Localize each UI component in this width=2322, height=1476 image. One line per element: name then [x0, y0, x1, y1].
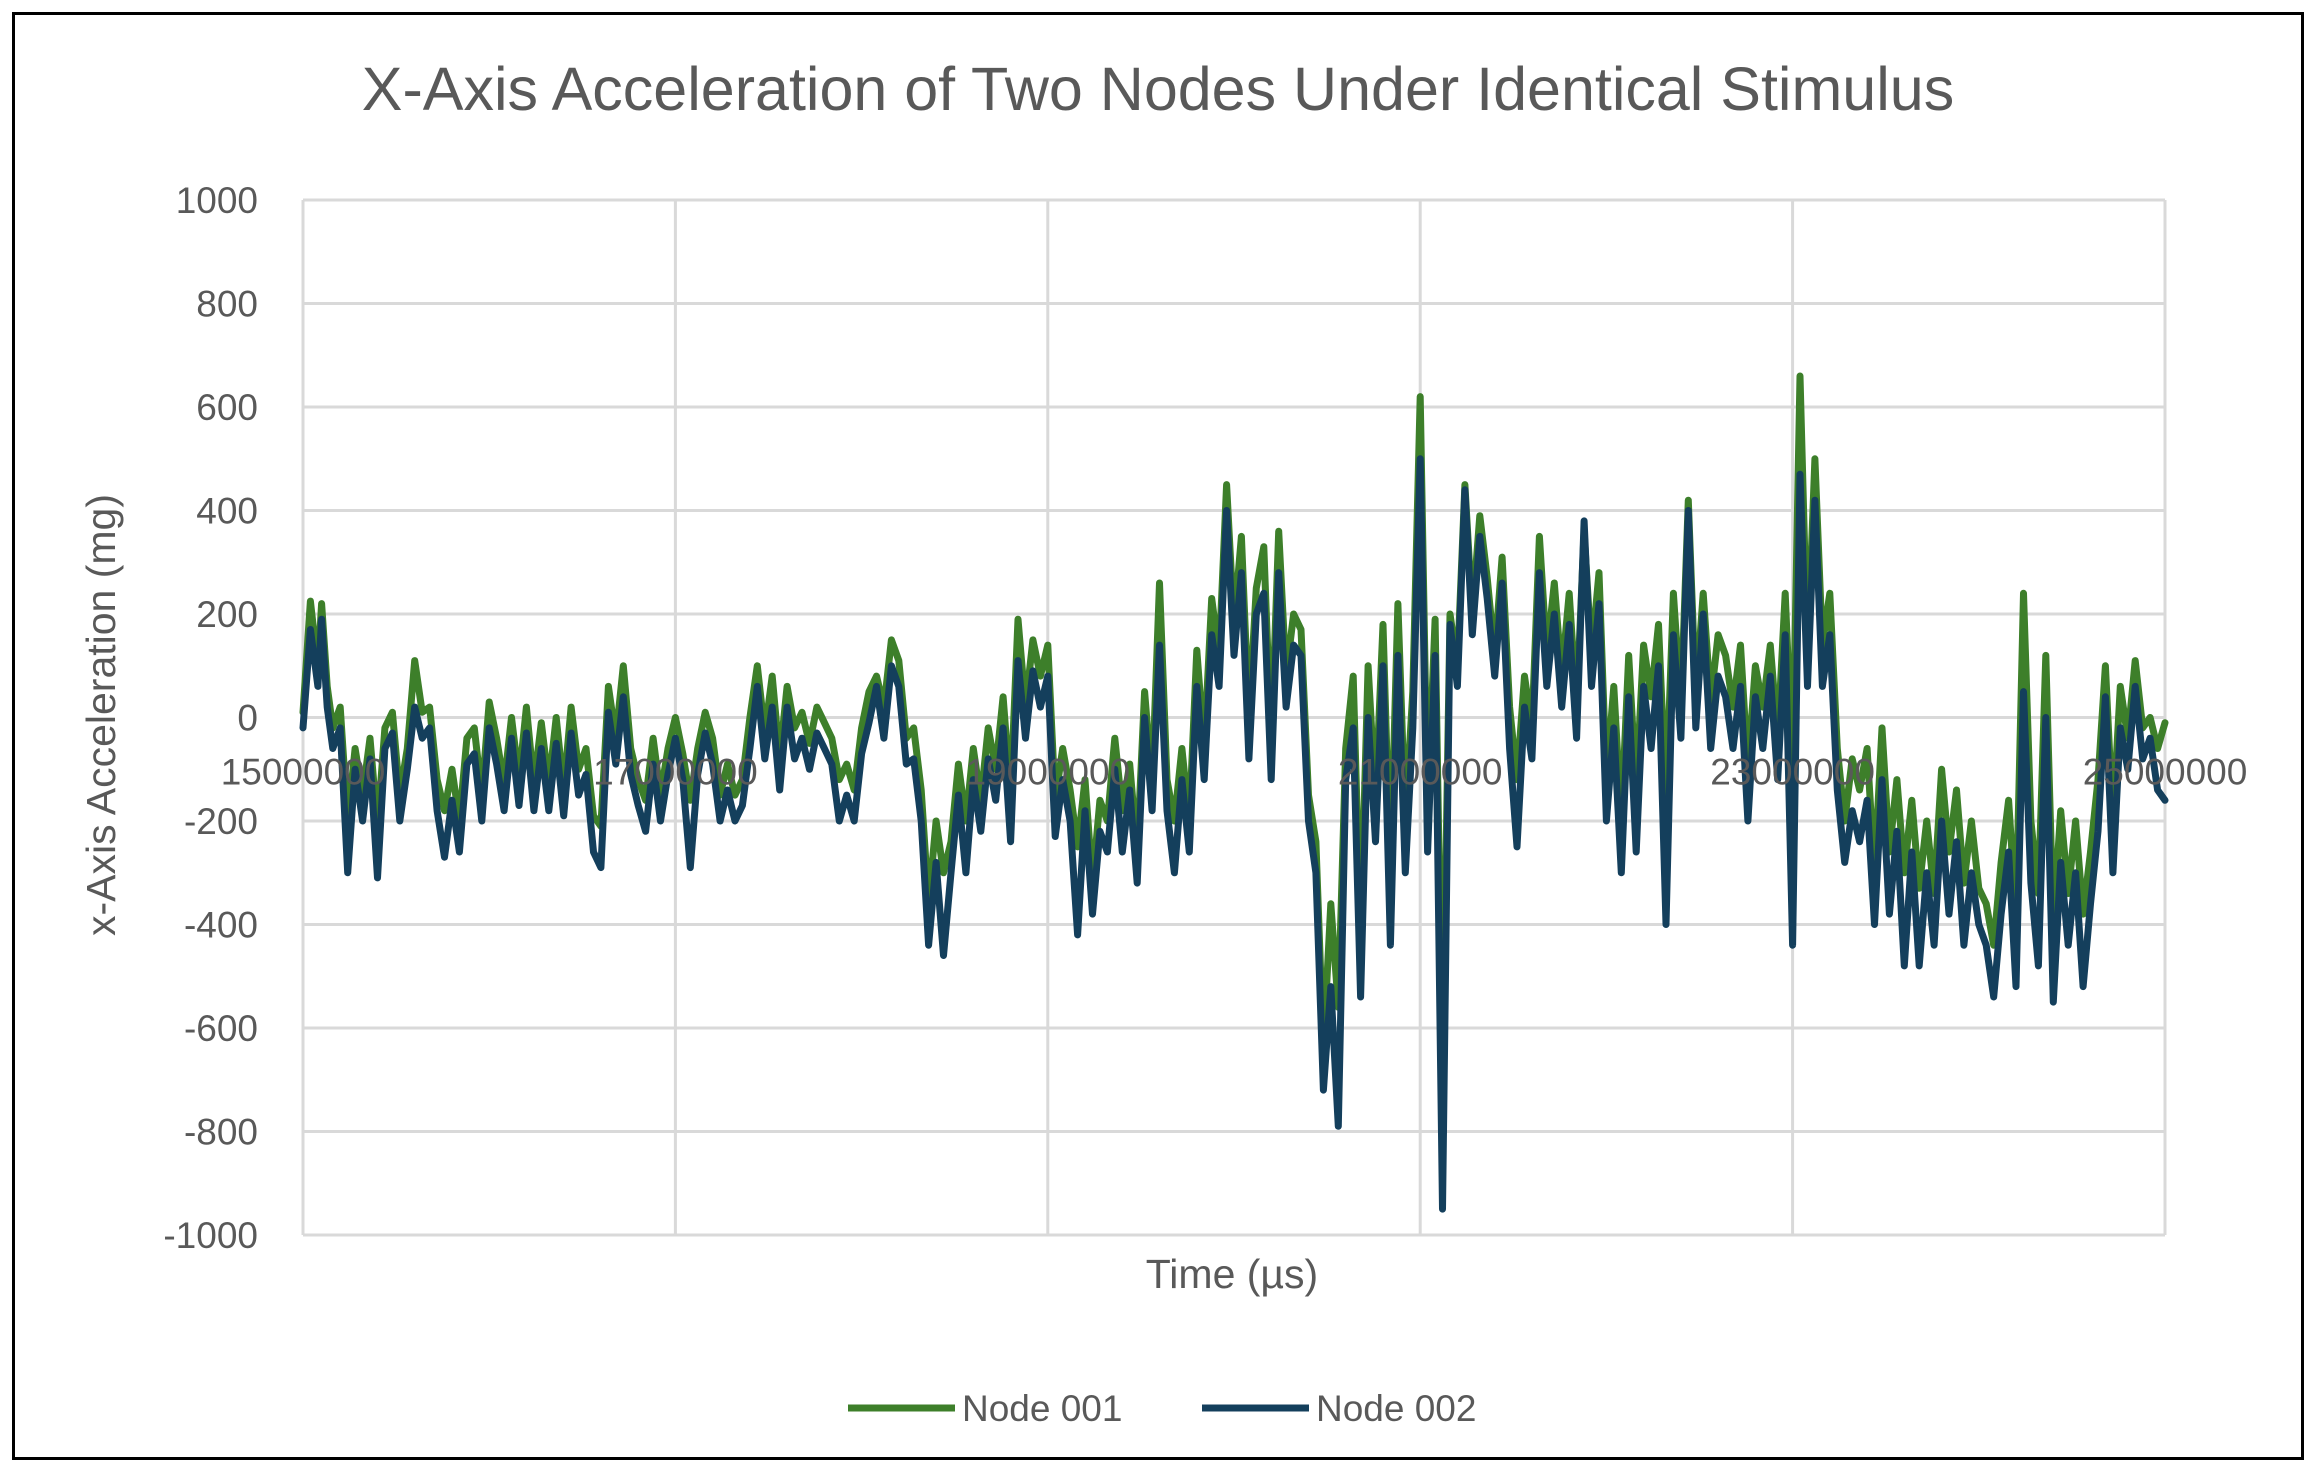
y-tick-label: -800	[184, 1112, 258, 1153]
y-tick-label: 0	[237, 698, 258, 739]
chart-svg: 1000 800 600 400 200 0 -200 -400 -600 -800 -1000 15…	[78, 55, 2247, 1429]
x-tick-label: 25000000	[2083, 752, 2248, 793]
y-tick-label: 200	[196, 594, 258, 635]
series-line-node-002	[299, 455, 2169, 1213]
y-tick-label: 800	[196, 284, 258, 325]
x-axis-title: Time (µs)	[1146, 1251, 1318, 1297]
x-tick-label: 15000000	[221, 752, 386, 793]
y-tick-label: -400	[184, 905, 258, 946]
series-layer	[299, 372, 2169, 1213]
x-tick-label: 19000000	[965, 752, 1130, 793]
x-tick-label: 21000000	[1338, 752, 1503, 793]
legend-label-node-002: Node 002	[1316, 1388, 1476, 1429]
y-tick-label: -200	[184, 801, 258, 842]
x-tick-label: 17000000	[593, 752, 758, 793]
tick-layer: 1000 800 600 400 200 0 -200 -400 -600 -800 -1000 15…	[163, 180, 2247, 1256]
y-tick-label: -1000	[163, 1215, 258, 1256]
y-tick-label: 600	[196, 387, 258, 428]
y-tick-label: -600	[184, 1008, 258, 1049]
y-tick-label: 400	[196, 491, 258, 532]
y-tick-label: 1000	[176, 180, 258, 221]
chart-title: X-Axis Acceleration of Two Nodes Under I…	[362, 55, 1954, 123]
legend-label-node-001: Node 001	[962, 1388, 1122, 1429]
grid-layer	[301, 198, 2167, 1237]
series-line-node-001	[299, 372, 2169, 1073]
chart-frame: 1000 800 600 400 200 0 -200 -400 -600 -800 -1000 15…	[12, 12, 2304, 1460]
y-axis-title: x-Axis Acceleration (mg)	[78, 494, 124, 936]
x-tick-label: 23000000	[1710, 752, 1875, 793]
legend: Node 001 Node 002	[848, 1388, 1476, 1429]
